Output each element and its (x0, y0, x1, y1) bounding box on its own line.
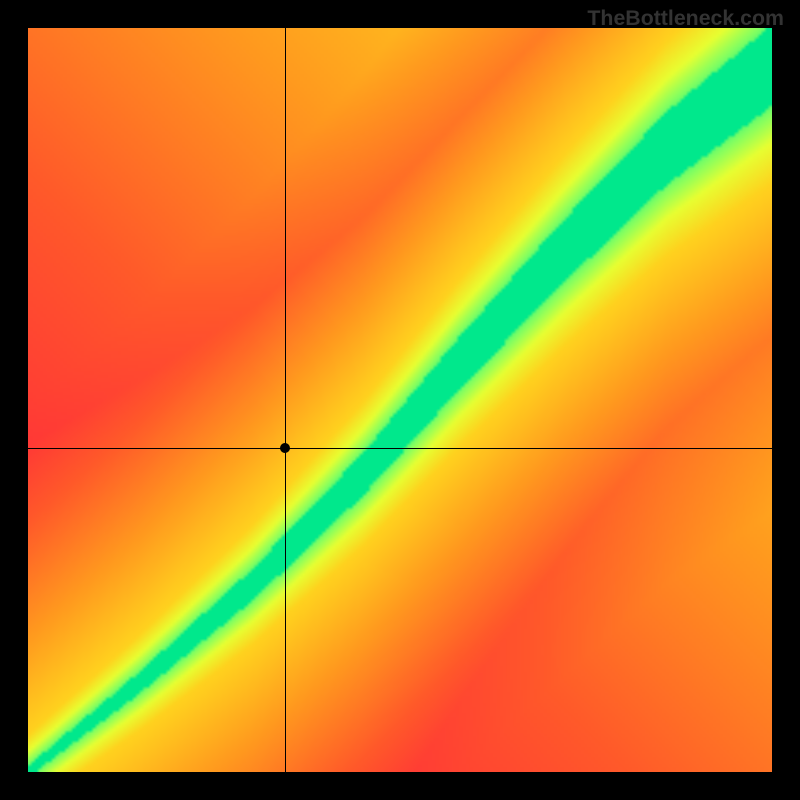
watermark-text: TheBottleneck.com (587, 6, 784, 31)
crosshair-horizontal (28, 448, 772, 449)
heatmap-canvas (28, 28, 772, 772)
chart-container: TheBottleneck.com (0, 0, 800, 800)
crosshair-marker (280, 443, 290, 453)
crosshair-vertical (285, 28, 286, 772)
plot-area (28, 28, 772, 772)
